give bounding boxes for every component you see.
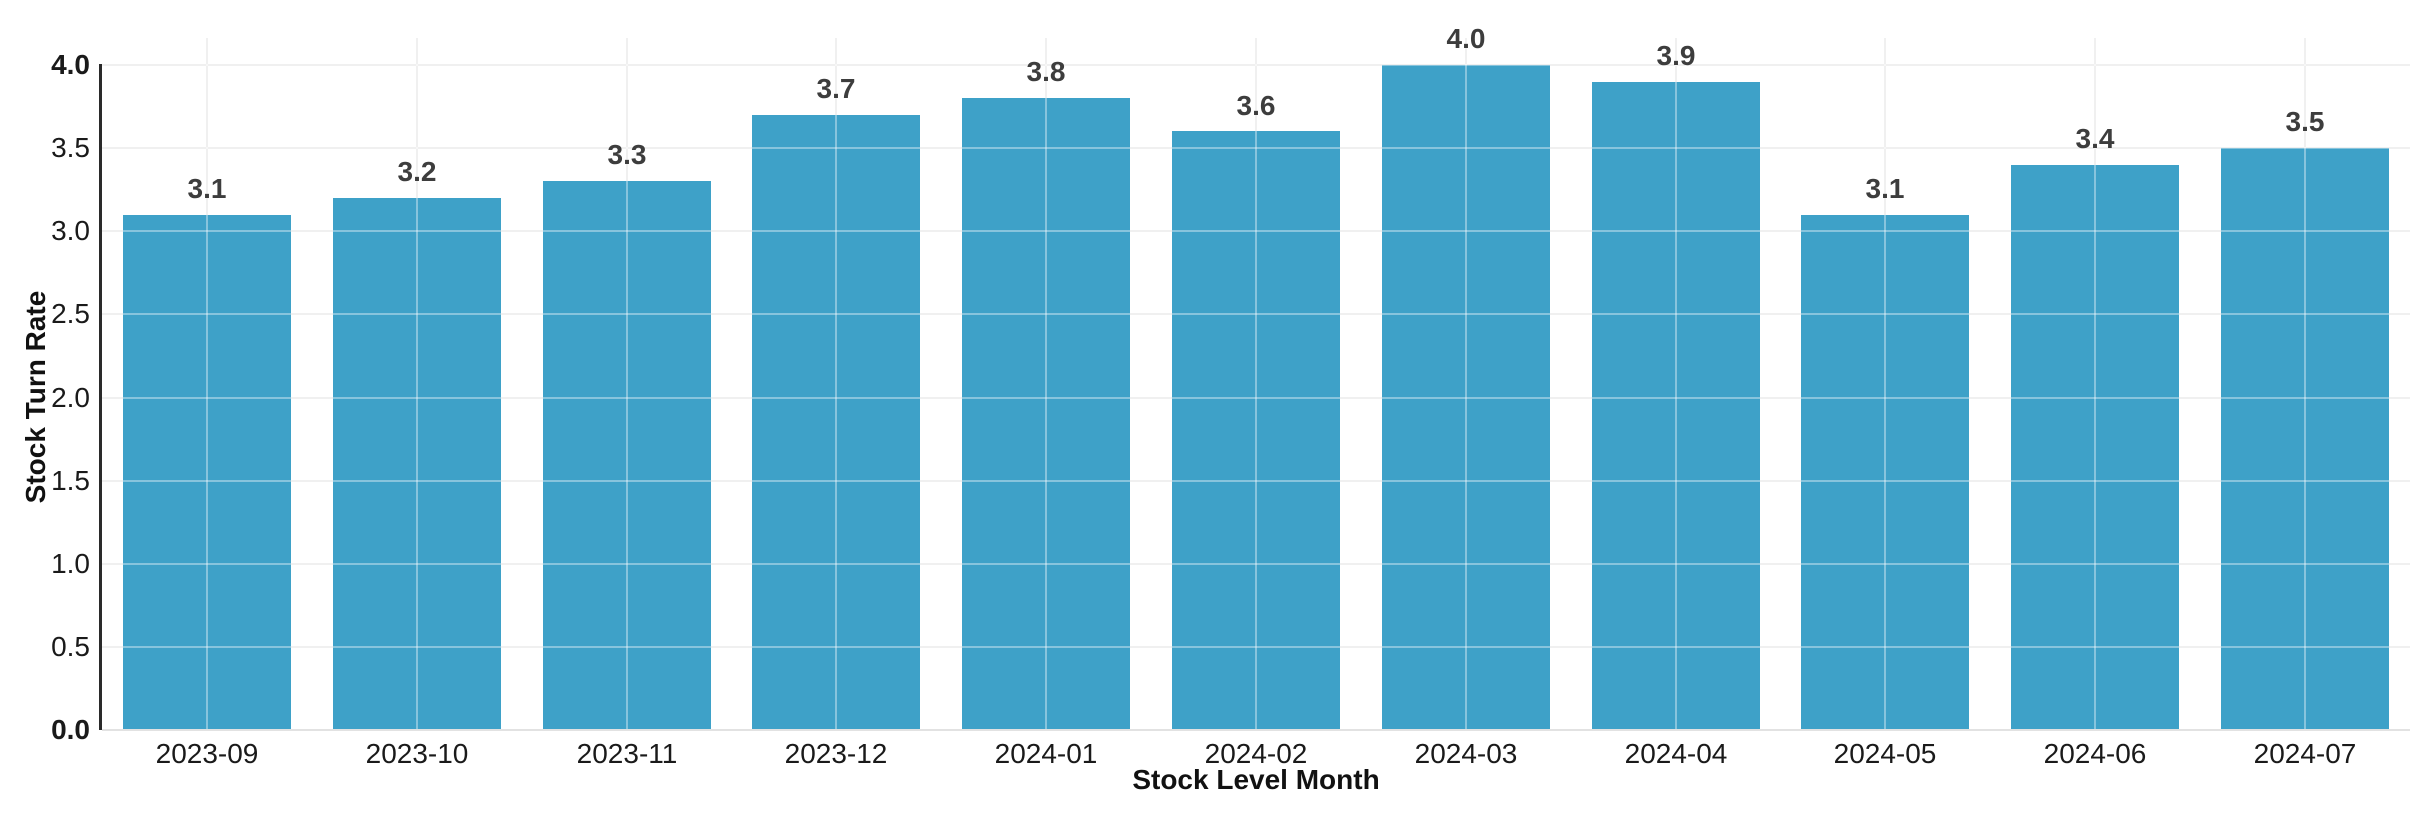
x-tick-label: 2023-11 [576, 738, 678, 769]
y-tick-label: 0.5 [51, 631, 90, 662]
bar-value-label: 3.1 [187, 173, 227, 204]
y-tick-label: 2.5 [51, 298, 90, 329]
bar [752, 115, 920, 730]
y-tick-label: 4.0 [51, 49, 90, 80]
plot-area: 3.1 3.2 3.3 3.7 3.8 3.6 4.0 3.9 3.1 3.4 3.5 [99, 23, 2410, 731]
bar-value-label: 4.0 [1446, 23, 1486, 54]
x-tick-label: 2024-06 [2043, 738, 2147, 769]
bar [123, 215, 291, 730]
x-tick-label: 2023-09 [155, 738, 259, 769]
bar-value-label: 3.6 [1236, 90, 1276, 121]
bar-value-label: 3.7 [816, 73, 856, 104]
bar-value-label: 3.5 [2285, 106, 2325, 137]
y-tick-label: 3.5 [51, 132, 90, 163]
bar [1801, 215, 1969, 730]
bar [1592, 82, 1760, 730]
y-tick-label: 1.5 [51, 465, 90, 496]
y-tick-label: 2.0 [51, 382, 90, 413]
x-tick-label: 2024-05 [1833, 738, 1937, 769]
bar-value-label: 3.9 [1656, 40, 1696, 71]
bar [2011, 165, 2179, 730]
bar [1172, 131, 1340, 730]
y-tick-label: 1.0 [51, 548, 90, 579]
bar-value-label: 3.2 [397, 156, 437, 187]
x-tick-label: 2024-01 [994, 738, 1098, 769]
bar [2221, 148, 2389, 730]
h-gridline-overlay [102, 64, 2410, 66]
bar-value-label: 3.8 [1026, 56, 1066, 87]
x-axis-line [102, 729, 2410, 731]
bar-value-label: 3.4 [2075, 123, 2115, 154]
x-tick-label: 2024-07 [2253, 738, 2357, 769]
x-tick-label: 2023-10 [365, 738, 469, 769]
bar [333, 198, 501, 730]
bar [1382, 65, 1550, 730]
bar-value-label: 3.1 [1865, 173, 1905, 204]
h-gridline [102, 64, 2410, 66]
x-tick-label: 2024-03 [1414, 738, 1518, 769]
y-tick-label: 3.0 [51, 215, 90, 246]
y-tick-label: 0.0 [51, 714, 90, 745]
bar-value-label: 3.3 [607, 139, 647, 170]
x-axis-title: Stock Level Month [1132, 764, 1380, 795]
x-tick-label: 2024-02 [1204, 738, 1308, 769]
bar [962, 98, 1130, 730]
bar [543, 181, 711, 730]
y-axis-line [99, 64, 102, 730]
x-tick-label: 2024-04 [1624, 738, 1728, 769]
x-tick-label: 2023-12 [784, 738, 888, 769]
